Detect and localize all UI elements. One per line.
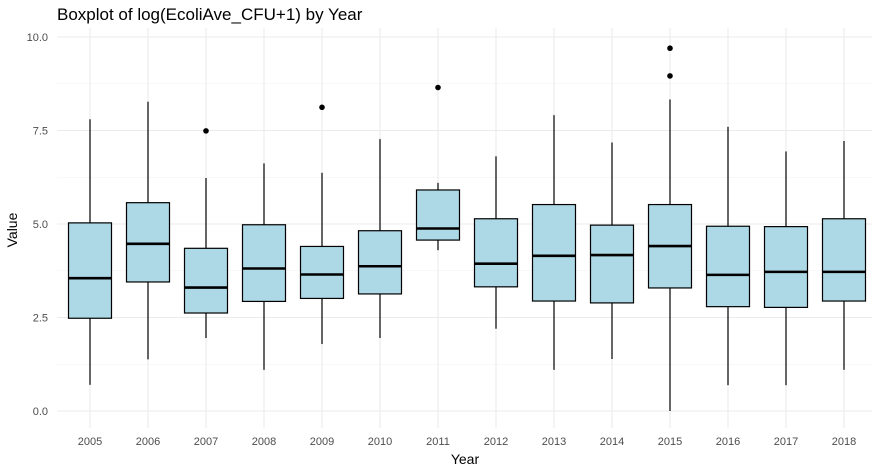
x-tick-label: 2010 [368,436,392,448]
y-axis-ticks: 0.0 2.5 5.0 7.5 10.0 [27,32,48,418]
x-axis-title: Year [451,451,480,467]
x-tick-label: 2009 [310,436,334,448]
iqr-box [125,202,171,283]
outlier-point [319,104,325,111]
box-2008 [241,163,287,370]
box-2009 [299,104,345,345]
box-2007 [183,128,229,339]
iqr-box [473,218,519,288]
x-tick-label: 2007 [194,436,218,448]
x-tick-label: 2015 [658,436,682,448]
x-tick-label: 2011 [426,436,450,448]
x-axis-ticks: 2005 2006 2007 2008 2009 2010 2011 2012 2013 2014… [78,436,856,448]
box-2015 [647,45,693,411]
iqr-box [299,245,345,300]
y-tick-label: 0.0 [33,406,48,418]
box-2014 [589,142,635,360]
iqr-box [67,222,113,319]
x-tick-label: 2005 [78,436,102,448]
y-tick-label: 5.0 [33,219,48,231]
outlier-point [667,45,673,52]
y-tick-label: 10.0 [27,32,48,44]
box-2016 [705,126,751,386]
iqr-box [357,230,403,295]
iqr-box [531,203,577,302]
box-2010 [357,139,403,339]
x-tick-label: 2006 [136,436,160,448]
box-2006 [125,101,171,360]
x-tick-label: 2016 [716,436,740,448]
x-tick-label: 2014 [600,436,624,448]
outlier-point [203,128,209,134]
x-tick-label: 2013 [542,436,566,448]
y-tick-label: 2.5 [33,313,48,325]
x-tick-label: 2017 [774,436,798,448]
iqr-box [241,224,287,303]
iqr-box [183,247,229,314]
iqr-box [821,218,867,302]
outlier-point [667,73,673,79]
box-layer [67,45,867,411]
x-tick-label: 2012 [484,436,508,448]
outlier-point [435,84,441,91]
x-tick-label: 2008 [252,436,276,448]
iqr-box [763,226,809,309]
box-2018 [821,140,867,370]
box-2013 [531,115,577,370]
x-tick-label: 2018 [832,436,856,448]
iqr-box [415,189,461,241]
box-2012 [473,156,519,329]
box-2011 [415,84,461,251]
iqr-box [705,225,751,308]
y-tick-label: 7.5 [33,126,48,138]
y-axis-title: Value [4,212,20,247]
box-2017 [763,151,809,386]
box-2005 [67,119,113,385]
iqr-box [589,224,635,304]
chart-title: Boxplot of log(EcoliAve_CFU+1) by Year [57,5,363,24]
